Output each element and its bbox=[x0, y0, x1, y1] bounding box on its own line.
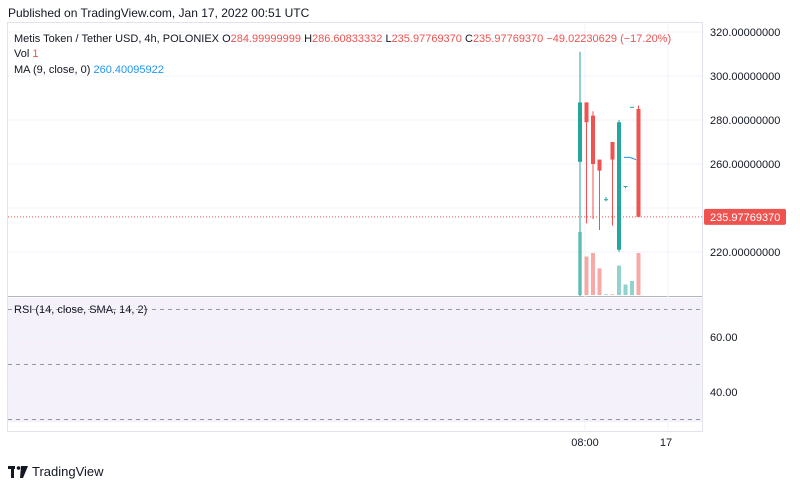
high-value: 286.60833332 bbox=[312, 33, 383, 45]
candle-body bbox=[610, 142, 615, 160]
time-tick-label: 08:00 bbox=[571, 437, 599, 449]
change-value: −49.02230629 (−17.20%) bbox=[546, 33, 672, 45]
symbol-legend[interactable]: Metis Token / Tether USD, 4h, POLONIEX O… bbox=[14, 33, 671, 45]
rsi-legend[interactable]: RSI (14, close, SMA, 14, 2) bbox=[14, 304, 148, 316]
open-label: O bbox=[222, 33, 231, 45]
low-value: 235.97769370 bbox=[391, 33, 462, 45]
candle-body bbox=[584, 102, 589, 123]
volume-value: 1 bbox=[32, 48, 39, 60]
volume-bar bbox=[617, 265, 621, 295]
candle-body bbox=[630, 106, 634, 108]
candle-body bbox=[578, 102, 582, 162]
volume-bar bbox=[591, 253, 595, 295]
price-tick-label: 300.00000000 bbox=[710, 71, 780, 83]
ma-line bbox=[624, 156, 637, 161]
candle-body bbox=[604, 199, 608, 201]
rsi-tick-label: 40.00 bbox=[710, 387, 738, 399]
rsi-tick-label: 60.00 bbox=[710, 332, 738, 344]
volume-bar bbox=[623, 284, 628, 295]
footer-brand[interactable]: TradingView bbox=[8, 464, 104, 479]
ma-label: MA (9, close, 0) bbox=[14, 64, 91, 76]
chart-frame[interactable] bbox=[7, 22, 703, 432]
high-label: H bbox=[304, 33, 313, 45]
price-tick-label: 220.00000000 bbox=[710, 247, 780, 259]
price-tick-label: 260.00000000 bbox=[710, 159, 780, 171]
ma-value: 260.40095922 bbox=[93, 64, 164, 76]
price-tick-label: 320.00000000 bbox=[710, 27, 780, 39]
volume-bar bbox=[584, 256, 589, 295]
volume-legend[interactable]: Vol 1 bbox=[14, 48, 38, 60]
current-price-badge bbox=[704, 208, 786, 225]
volume-bar bbox=[610, 294, 615, 295]
close-label: C bbox=[464, 33, 473, 45]
published-note: Published on TradingView.com, Jan 17, 20… bbox=[8, 6, 310, 20]
close-value: 235.97769370 bbox=[472, 33, 544, 45]
volume-label: Vol bbox=[14, 48, 30, 60]
tradingview-logo-icon bbox=[8, 465, 28, 478]
current-price-label: 235.97769370 bbox=[710, 212, 780, 224]
volume-bar bbox=[630, 281, 634, 295]
volume-bar bbox=[636, 253, 641, 295]
symbol-name: Metis Token / Tether USD, 4h, POLONIEX bbox=[14, 33, 220, 45]
brand-name: TradingView bbox=[32, 464, 104, 479]
volume-bar bbox=[604, 294, 608, 295]
candle-body bbox=[591, 115, 595, 164]
candle-body bbox=[617, 122, 621, 250]
volume-bar bbox=[597, 268, 602, 295]
candle-body bbox=[623, 186, 628, 187]
ma-legend[interactable]: MA (9, close, 0) 260.40095922 bbox=[14, 64, 164, 76]
open-value: 284.99999999 bbox=[230, 33, 301, 45]
rsi-band bbox=[8, 298, 702, 422]
price-tick-label: 280.00000000 bbox=[710, 115, 780, 127]
candle-body bbox=[636, 109, 641, 217]
low-label: L bbox=[385, 33, 392, 45]
time-tick-label: 17 bbox=[660, 437, 672, 449]
candle-body bbox=[597, 159, 602, 171]
